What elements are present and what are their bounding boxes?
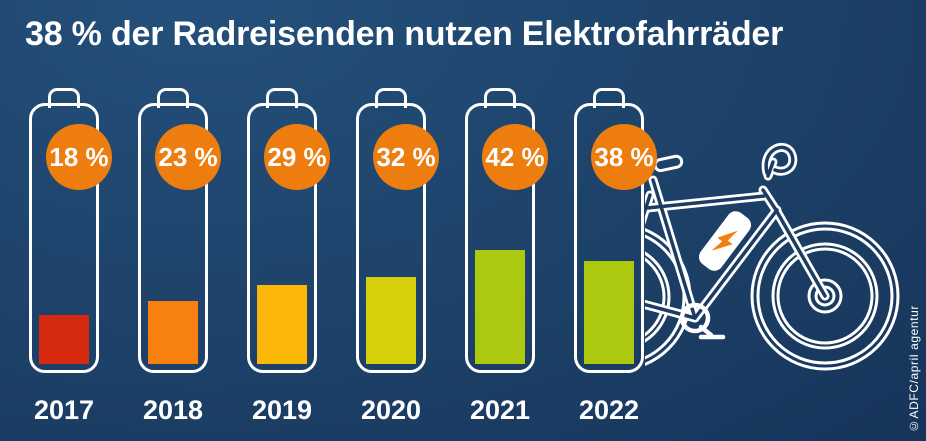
battery-body [356, 103, 426, 373]
year-label: 2018 [142, 395, 204, 425]
battery-body [574, 103, 644, 373]
battery-2018: 23 % 2018 [138, 88, 221, 436]
page-title: 38 % der Radreisenden nutzen Elektrofahr… [25, 15, 784, 53]
year-label: 2020 [360, 395, 422, 425]
battery-body [138, 103, 208, 373]
value-badge: 18 % [46, 124, 112, 190]
battery-2020: 32 % 2020 [356, 88, 439, 436]
battery-terminal [48, 88, 80, 108]
year-label: 2021 [469, 395, 531, 425]
value-badge: 23 % [155, 124, 221, 190]
ebike-illustration [645, 142, 900, 371]
battery-fill-bar [475, 250, 525, 364]
battery-terminal [593, 88, 625, 108]
battery-2017: 18 % 2017 [29, 88, 112, 436]
battery-2019: 29 % 2019 [247, 88, 330, 436]
battery-fill-bar [148, 301, 198, 364]
battery-fill-bar [584, 261, 634, 364]
value-badge: 42 % [482, 124, 548, 190]
battery-fill-bar [39, 315, 89, 364]
battery-terminal [484, 88, 516, 108]
lightning-bolt-icon [711, 230, 738, 251]
front-wheel-icon [750, 221, 900, 371]
battery-2021: 42 % 2021 [465, 88, 548, 436]
value-badge: 38 % [591, 124, 657, 190]
crank-pedal-icon [679, 302, 726, 340]
battery-terminal [266, 88, 298, 108]
year-label: 2022 [578, 395, 640, 425]
battery-body [465, 103, 535, 373]
year-label: 2019 [251, 395, 313, 425]
battery-terminal [375, 88, 407, 108]
battery-2022: 38 % 2022 [574, 88, 657, 436]
year-label: 2017 [33, 395, 95, 425]
ebike-battery-pack [698, 211, 752, 271]
value-badge: 32 % [373, 124, 439, 190]
credit-text: ©ADFC/april agentur [907, 304, 921, 433]
battery-fill-bar [257, 285, 307, 364]
battery-body [29, 103, 99, 373]
battery-fill-bar [366, 277, 416, 364]
battery-body [247, 103, 317, 373]
value-badge: 29 % [264, 124, 330, 190]
battery-terminal [157, 88, 189, 108]
